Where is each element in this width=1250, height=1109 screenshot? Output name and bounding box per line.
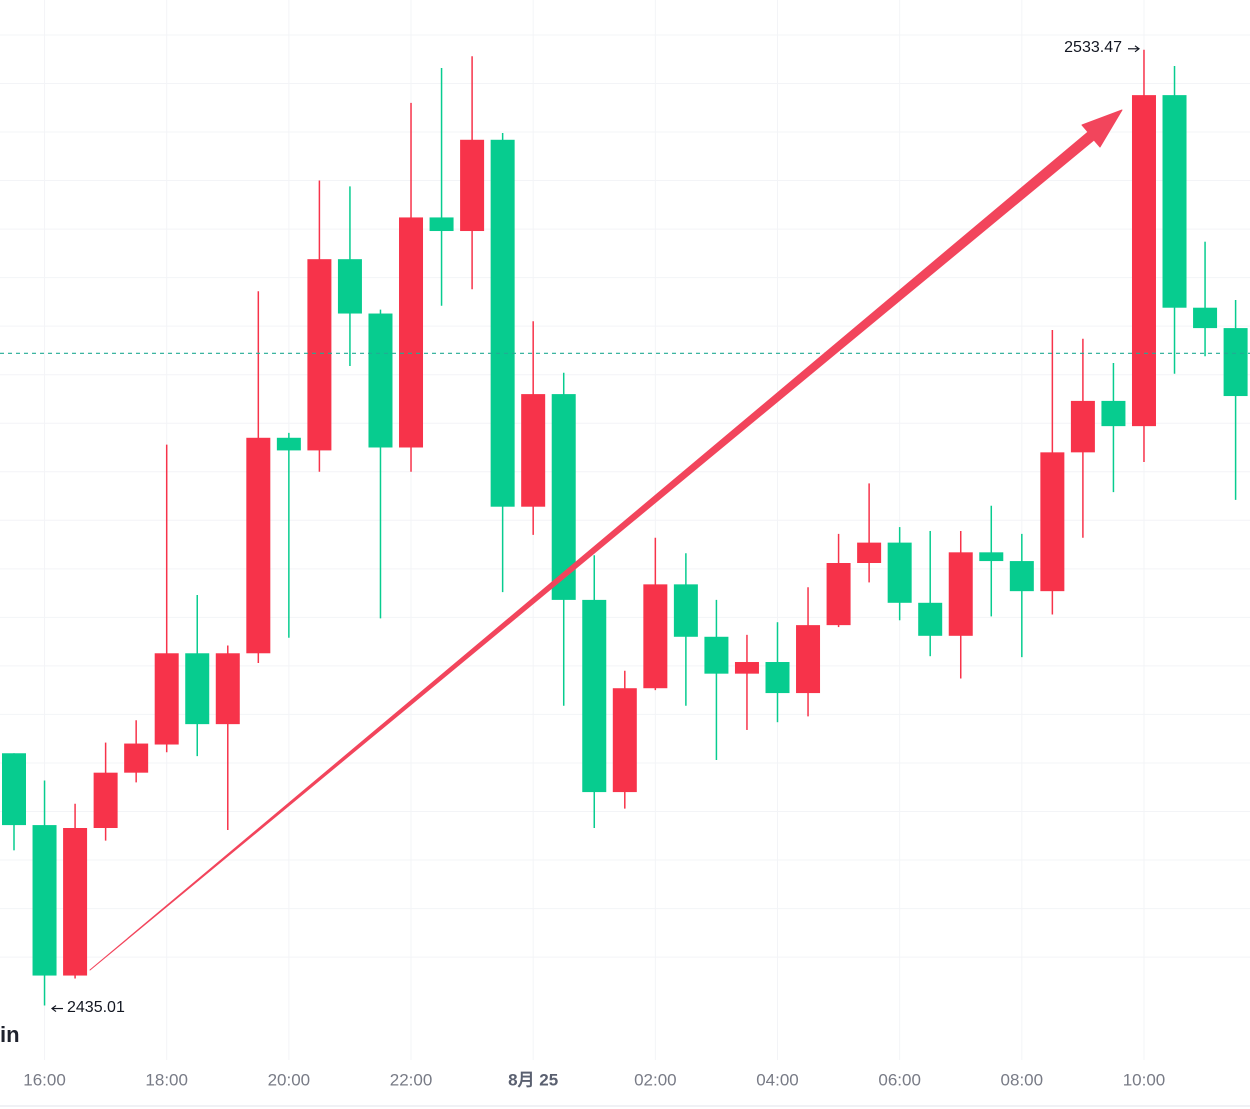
- x-tick-label: 08:00: [1001, 1070, 1044, 1089]
- min-arrow-head: [51, 1005, 57, 1013]
- x-tick-label: 8月 25: [508, 1070, 558, 1089]
- candle-body: [918, 602, 943, 636]
- candle-body: [673, 584, 698, 637]
- candle-body: [979, 552, 1004, 562]
- candle-body: [582, 599, 607, 793]
- candle-body: [857, 542, 882, 564]
- candle-body: [246, 437, 271, 654]
- candle-body: [429, 217, 454, 232]
- candle-body: [1223, 328, 1248, 397]
- x-tick-label: 06:00: [878, 1070, 921, 1089]
- watermark: in: [0, 1022, 20, 1047]
- candle-body: [368, 313, 393, 448]
- candle-body: [734, 662, 759, 674]
- candle-body: [32, 825, 57, 976]
- x-tick-label: 02:00: [634, 1070, 677, 1089]
- candle-body: [93, 772, 118, 829]
- candle-body: [63, 828, 88, 976]
- candle-body: [460, 139, 485, 232]
- x-tick-label: 20:00: [268, 1070, 311, 1089]
- candle-body: [124, 743, 149, 773]
- x-tick-label: 18:00: [145, 1070, 188, 1089]
- candle-body: [215, 653, 240, 725]
- candle-body: [612, 688, 637, 793]
- candle-body: [1131, 95, 1156, 427]
- x-tick-label: 10:00: [1123, 1070, 1166, 1089]
- candle-body: [948, 552, 973, 636]
- candle-body: [765, 662, 790, 694]
- trend-arrow: [89, 109, 1123, 971]
- candle-body: [796, 625, 821, 694]
- candle-body: [2, 753, 26, 826]
- candle-body: [307, 259, 332, 451]
- candle-body: [1070, 400, 1095, 453]
- candle-body: [1040, 452, 1065, 592]
- candle-body: [154, 653, 179, 745]
- candle-body: [399, 217, 424, 448]
- max-label: 2533.47: [1064, 39, 1122, 56]
- candle-body: [1101, 400, 1126, 427]
- x-tick-label: 22:00: [390, 1070, 433, 1089]
- candle-body: [1009, 561, 1034, 592]
- labels: 16:00 18:00 20:00 22:00 8月 25 02:00 04:00 06:00…: [23, 39, 1165, 1089]
- candle-body: [490, 139, 515, 507]
- x-tick-label: 04:00: [756, 1070, 799, 1089]
- candle-body: [887, 542, 912, 603]
- candle-body: [337, 259, 362, 314]
- candle-body: [1193, 307, 1218, 329]
- candle-body: [521, 394, 546, 507]
- candle-body: [704, 636, 729, 674]
- min-label: 2435.01: [67, 999, 125, 1016]
- candle-body: [1162, 95, 1187, 308]
- candle-body: [276, 437, 301, 451]
- max-arrow-head: [1134, 45, 1140, 53]
- candle-body: [643, 584, 668, 689]
- candle-body: [826, 563, 851, 626]
- candle-body: [185, 653, 210, 725]
- x-tick-label: 16:00: [23, 1070, 66, 1089]
